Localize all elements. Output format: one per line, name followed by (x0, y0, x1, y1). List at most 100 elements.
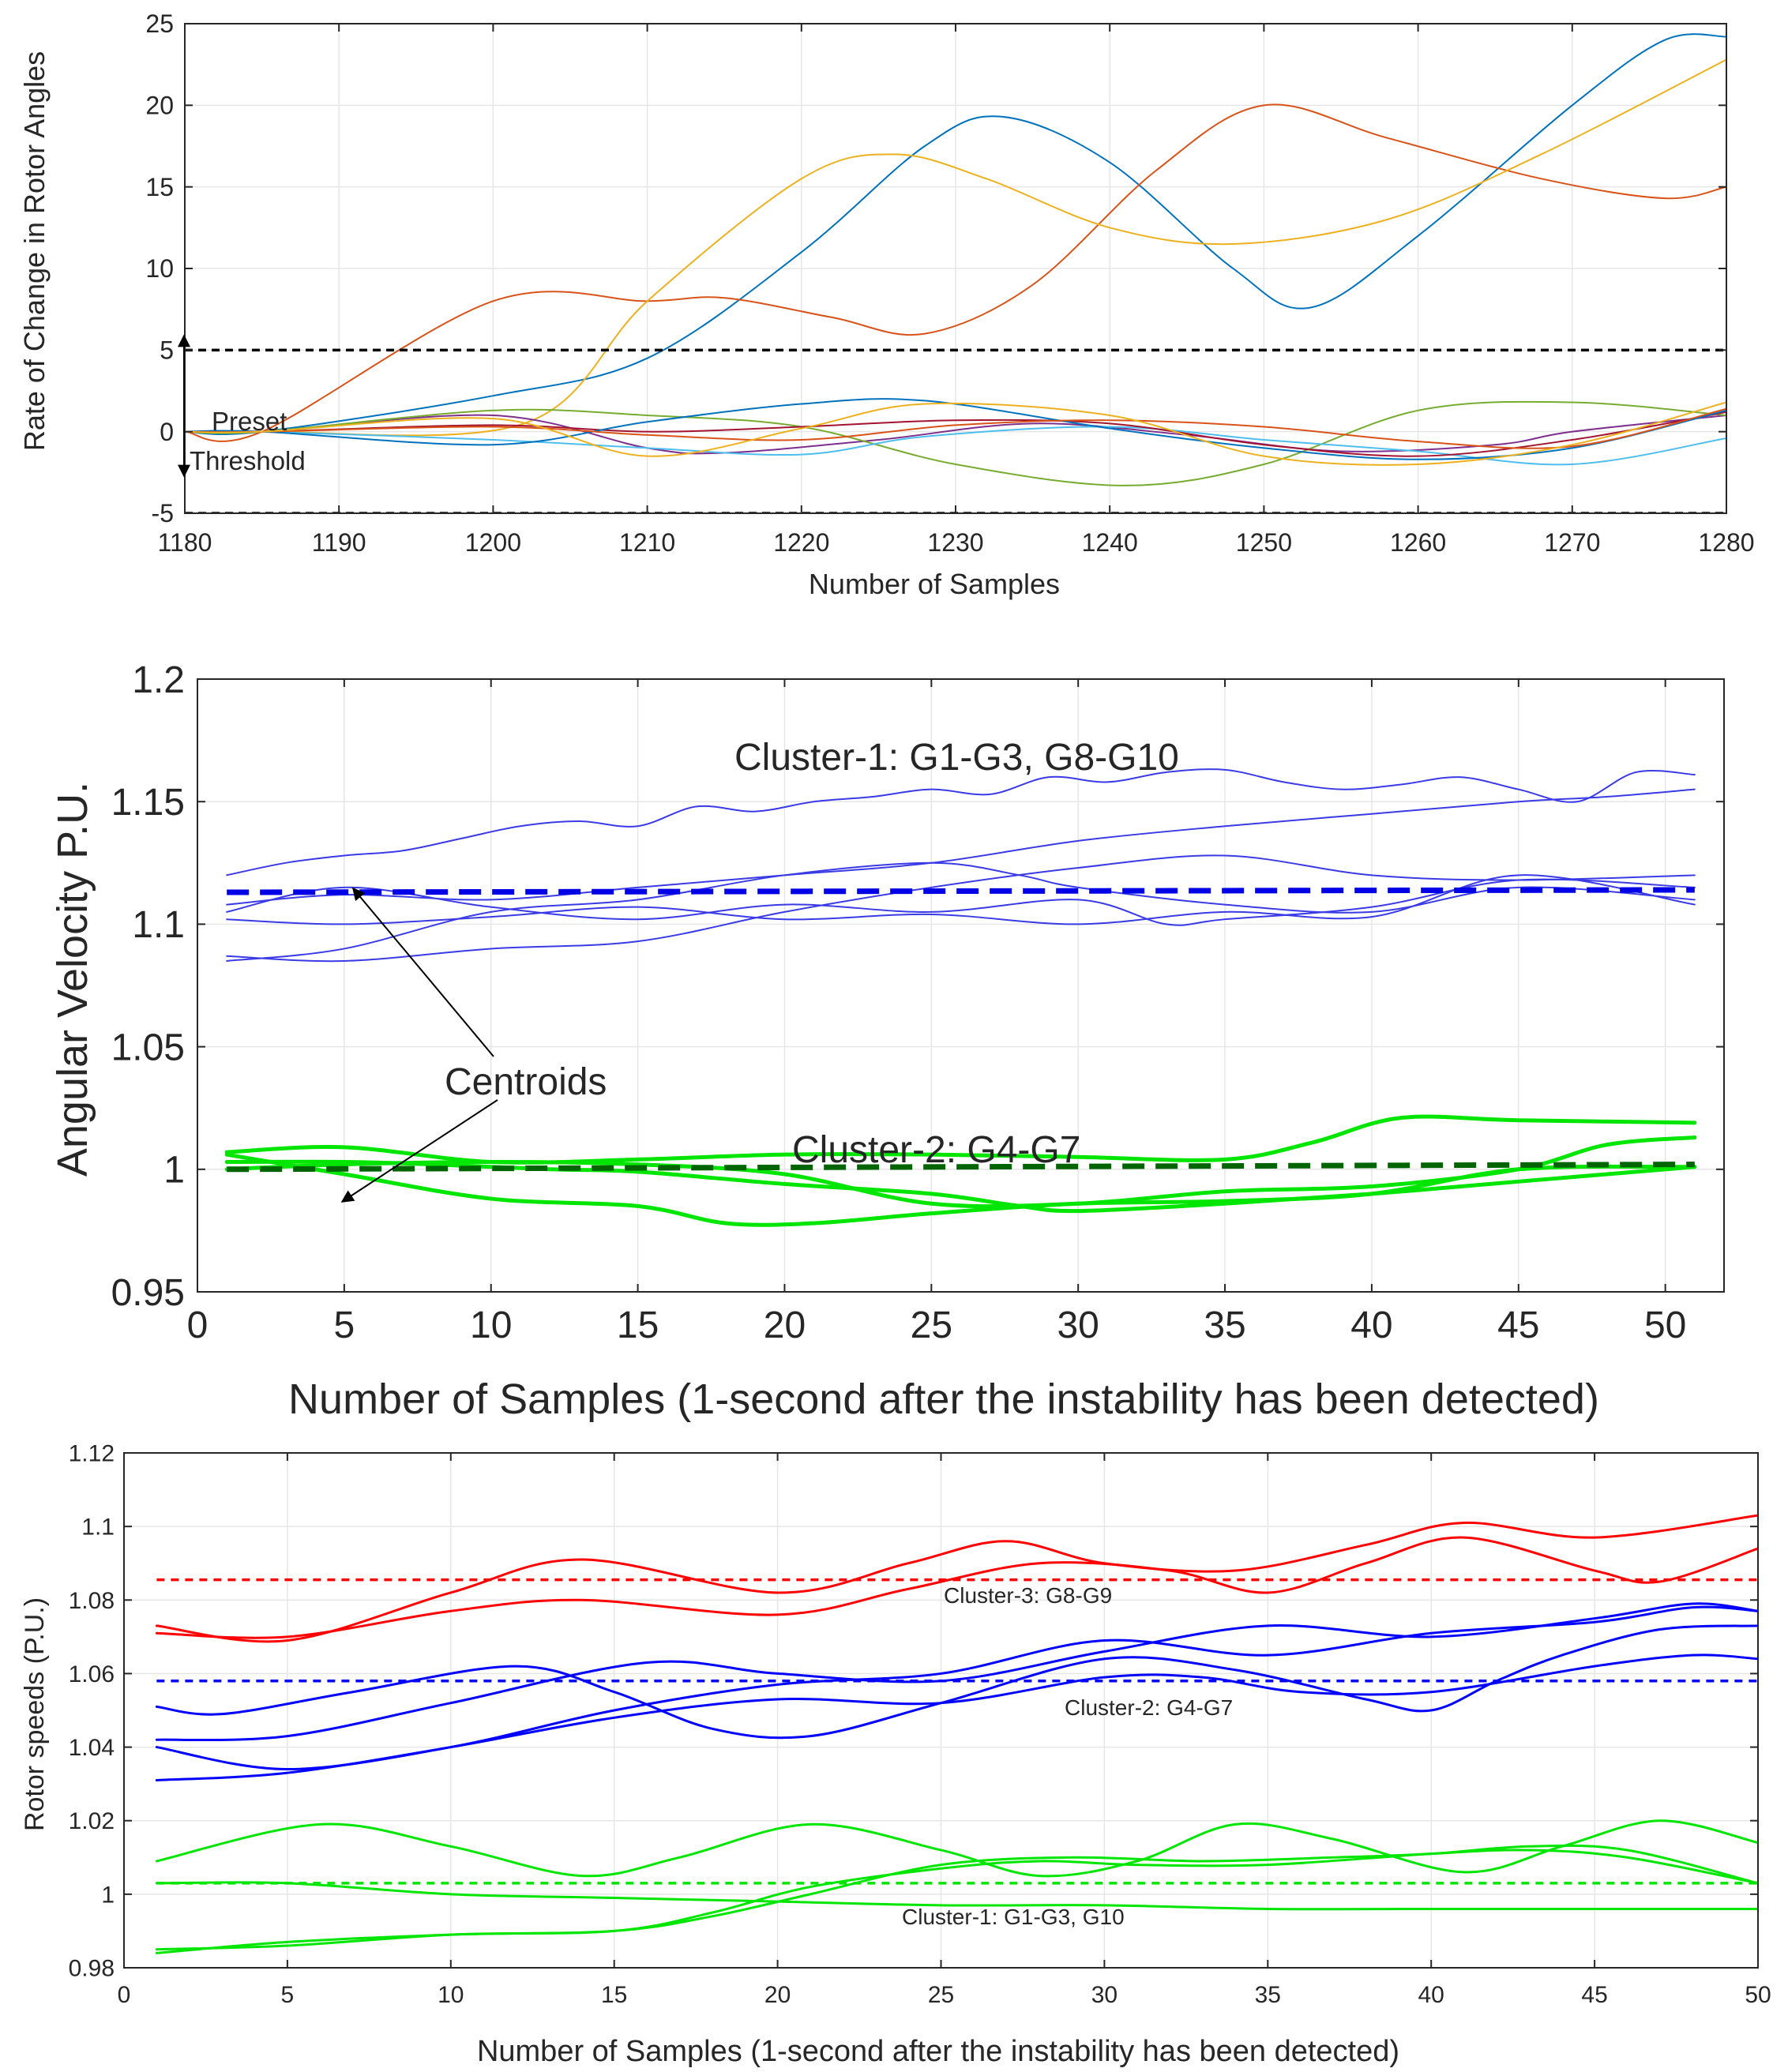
chart-2-series-line-6 (226, 878, 1696, 926)
chart-1-x-tick-label: 1210 (619, 528, 675, 557)
chart-1-series-line-10 (185, 401, 1726, 466)
chart-3-series-group (155, 1514, 1758, 1954)
chart-1-y-tick-label: 20 (145, 92, 174, 120)
chart-2-centroid-line-1 (227, 887, 1695, 895)
chart-2-x-tick-label: 5 (334, 1304, 355, 1346)
chart-3-series-line-1 (155, 1514, 1758, 1643)
chart-3-y-tick-label: 1.1 (81, 1515, 115, 1541)
chart-3-series-line-6 (155, 1605, 1758, 1771)
chart-2-series-line-10 (224, 1135, 1697, 1209)
chart-2-x-tick-label: 0 (187, 1304, 208, 1346)
chart-3-x-tick-label: 35 (1255, 1982, 1281, 2008)
chart-3-series-line-10 (155, 1844, 1758, 1954)
chart-3-y-tick-label: 1.02 (69, 1808, 115, 1834)
chart-2-x-tick-label: 35 (1204, 1304, 1245, 1346)
chart-3-x-tick-label: 40 (1418, 1982, 1444, 2008)
chart-3: 0 5 10 15 20 25 30 35 40 45 50 0.98 1 1.02 1.04 1.06 1.0… (20, 1441, 1771, 2069)
chart-2-series-line-5 (226, 874, 1696, 925)
chart-2-x-tick-label: 20 (764, 1304, 806, 1346)
chart-1-y-tick-label: 10 (145, 254, 174, 283)
chart-3-series-line-7 (155, 1819, 1758, 1878)
chart-3-y-tick-label: 1.06 (69, 1661, 115, 1687)
chart-1-x-tick-label: 1250 (1236, 528, 1292, 557)
chart-2-x-tick-label: 10 (470, 1304, 512, 1346)
chart-2-plot-area: 0 5 10 15 20 25 30 35 40 45 50 0.95 1 1.05 1.1 1.15 1.2 (111, 659, 1725, 1346)
chart-3-annotation-cluster-3: Cluster-3: G8-G9 (944, 1583, 1112, 1608)
chart-1: 1180 1190 1200 1210 1220 1230 1240 1250 1260 1270… (0, 0, 1788, 600)
chart-3-y-axis-label: Rotor speeds (P.U.) (20, 1597, 50, 1831)
chart-1-x-tick-label: 1260 (1390, 528, 1446, 557)
chart-3-y-tick-label: 1.12 (69, 1441, 115, 1467)
chart-1-series-group (185, 33, 1726, 513)
chart-1-x-tick-label: 1280 (1698, 528, 1754, 557)
chart-1-series-line-3 (185, 58, 1726, 437)
chart-3-x-tick-label: 50 (1745, 1982, 1771, 2008)
chart-1-x-tick-label: 1190 (312, 528, 366, 557)
chart-2-plot-background (197, 679, 1724, 1292)
chart-2-series-line-3 (226, 854, 1696, 963)
chart-1-x-axis-label: Number of Samples (809, 568, 1060, 600)
chart-2-x-tick-label: 30 (1057, 1304, 1099, 1346)
chart-3-x-tick-label: 15 (601, 1982, 627, 2008)
chart-3-annotation-cluster-2: Cluster-2: G4-G7 (1065, 1695, 1233, 1720)
chart-2-axes-box (197, 678, 1725, 1293)
chart-2-y-tick-label: 1.05 (111, 1027, 185, 1068)
chart-1-y-tick-label: -5 (152, 499, 174, 527)
chart-1-annotation-preset: Preset (212, 407, 287, 436)
chart-2-x-tick-label: 40 (1350, 1304, 1392, 1346)
chart-2-x-tick-label: 25 (911, 1304, 952, 1346)
chart-2-annotation-cluster-2: Cluster-2: G4-G7 (792, 1129, 1080, 1171)
chart-2-y-tick-label: 1.15 (111, 782, 185, 824)
chart-2-annotation-cluster-1: Cluster-1: G1-G3, G8-G10 (734, 737, 1179, 779)
chart-2-y-tick-label: 1.1 (132, 904, 185, 946)
chart-3-x-tick-label: 5 (281, 1982, 295, 2008)
chart-1-x-tick-label: 1180 (158, 528, 212, 557)
chart-3-x-tick-label: 10 (438, 1982, 464, 2008)
chart-3-y-tick-label: 1.04 (69, 1735, 115, 1761)
chart-1-series-line-8 (185, 398, 1726, 460)
chart-2-x-tick-label: 50 (1644, 1304, 1686, 1346)
chart-2-y-axis-label: Angular Velocity P.U. (49, 782, 96, 1177)
chart-2-x-axis-label: Number of Samples (1-second after the in… (288, 1376, 1599, 1423)
chart-1-x-tick-label: 1230 (927, 528, 983, 557)
chart-2-series-line-1 (226, 768, 1696, 876)
chart-2-centroid-line-2 (227, 1162, 1695, 1173)
chart-1-y-tick-label: 15 (145, 173, 174, 201)
chart-1-x-tick-label: 1240 (1082, 528, 1138, 557)
chart-2-y-tick-label: 1.2 (132, 659, 185, 701)
chart-3-y-tick-label: 0.98 (69, 1956, 115, 1982)
chart-3-x-tick-label: 25 (928, 1982, 954, 2008)
chart-1-series-line-9 (185, 407, 1726, 449)
chart-3-x-tick-label: 0 (118, 1982, 131, 2008)
chart-2-series-line-2 (226, 788, 1696, 906)
chart-2-series-group (224, 768, 1697, 1227)
chart-1-series-line-5 (185, 400, 1726, 486)
chart-1-y-tick-label: 25 (145, 9, 174, 38)
chart-3-series-line-4 (155, 1602, 1758, 1742)
chart-3-x-tick-label: 30 (1091, 1982, 1118, 2008)
chart-1-series-line-7 (185, 411, 1726, 457)
chart-3-x-axis-label: Number of Samples (1-second after the in… (477, 2035, 1399, 2068)
chart-1-y-tick-label: 0 (160, 418, 174, 446)
chart-1-series-line-2 (185, 103, 1726, 442)
chart-1-plot-area: 1180 1190 1200 1210 1220 1230 1240 1250 1260 1270… (145, 9, 1754, 557)
chart-1-x-tick-label: 1220 (773, 528, 829, 557)
chart-1-series-line-4 (185, 414, 1726, 455)
chart-2-x-tick-label: 15 (617, 1304, 659, 1346)
chart-3-y-tick-label: 1.08 (69, 1588, 115, 1614)
chart-3-plot-area: 0 5 10 15 20 25 30 35 40 45 50 0.98 1 1.02 1.04 1.06 1.0… (69, 1441, 1771, 2009)
chart-2-annotation-centroids: Centroids (445, 1061, 607, 1103)
chart-3-series-line-8 (155, 1881, 1758, 1911)
chart-2-series-line-9 (224, 1159, 1697, 1214)
chart-3-series-line-3 (155, 1624, 1758, 1740)
chart-2-y-tick-label: 1 (163, 1150, 185, 1192)
chart-3-annotation-cluster-1: Cluster-1: G1-G3, G10 (902, 1905, 1125, 1929)
chart-1-x-tick-label: 1200 (465, 528, 521, 557)
chart-2-y-tick-label: 0.95 (111, 1272, 185, 1314)
chart-2-centroid-arrow-2 (340, 1099, 498, 1203)
chart-3-x-tick-label: 20 (764, 1982, 791, 2008)
chart-2: 0 5 10 15 20 25 30 35 40 45 500.9511.051.11.151.2 … (49, 659, 1725, 1423)
chart-3-x-tick-label: 45 (1581, 1982, 1607, 2008)
chart-2-x-tick-label: 45 (1497, 1304, 1539, 1346)
